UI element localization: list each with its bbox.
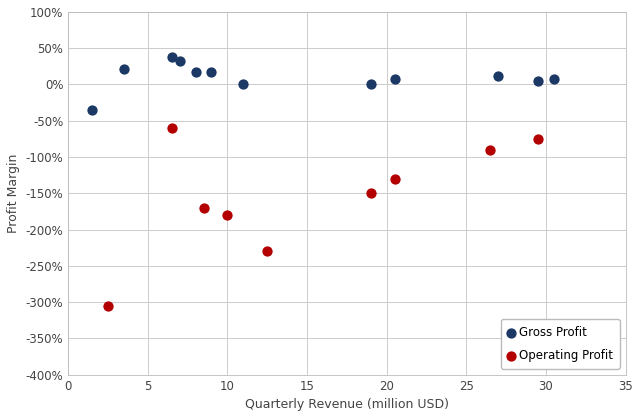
Y-axis label: Profit Margin: Profit Margin [7, 153, 20, 233]
Gross Profit [365, 81, 376, 88]
Gross Profit [390, 75, 400, 82]
Operating Profit [198, 204, 209, 211]
Operating Profit [533, 135, 543, 142]
Gross Profit [87, 107, 97, 113]
Gross Profit [166, 54, 177, 60]
Gross Profit [549, 75, 559, 82]
Gross Profit [206, 69, 216, 76]
Operating Profit [262, 248, 273, 255]
Operating Profit [222, 212, 232, 218]
Operating Profit [390, 176, 400, 182]
Legend: Gross Profit, Operating Profit: Gross Profit, Operating Profit [501, 319, 620, 369]
Operating Profit [103, 302, 113, 309]
Operating Profit [365, 190, 376, 196]
Operating Profit [166, 125, 177, 131]
Gross Profit [533, 77, 543, 84]
Gross Profit [175, 57, 185, 64]
X-axis label: Quarterly Revenue (million USD): Quarterly Revenue (million USD) [245, 398, 449, 411]
Operating Profit [485, 146, 495, 153]
Gross Profit [191, 69, 201, 76]
Gross Profit [119, 65, 129, 72]
Gross Profit [493, 72, 503, 79]
Gross Profit [238, 81, 248, 88]
